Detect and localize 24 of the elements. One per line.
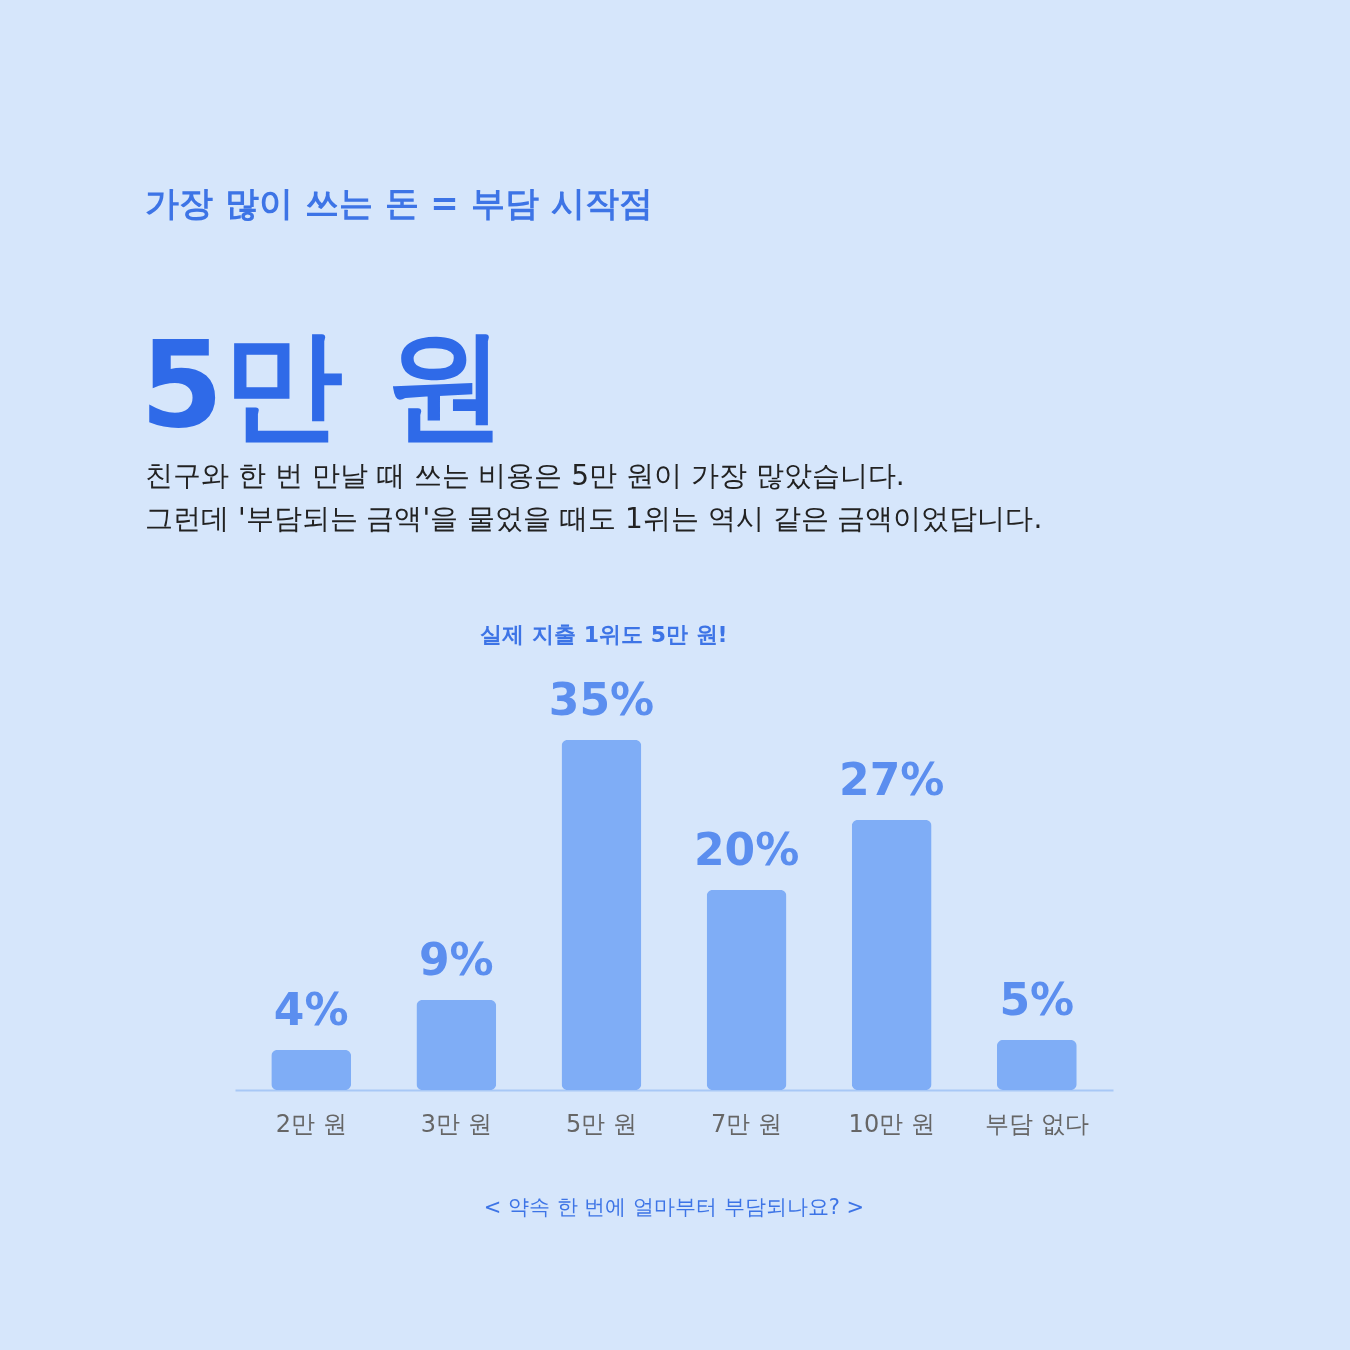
bar [706, 890, 787, 1090]
data-label: 5% [999, 974, 1075, 1025]
x-tick-label: 7만 원 [711, 1109, 783, 1138]
text: < 약속 한 번에 얼마부터 부담되나요? > [483, 1195, 865, 1219]
chart-title: 가장 많이 쓰는 돈 = 부담 시작점 [145, 183, 653, 223]
bar [416, 1000, 497, 1090]
text: 실제 지출 1위도 5만 원! [480, 622, 728, 647]
data-label: 20% [693, 824, 800, 875]
bar [561, 740, 642, 1090]
text: 친구와 한 번 만날 때 쓰는 비용은 5만 원이 가장 많았습니다. [145, 459, 905, 492]
bar [851, 820, 932, 1090]
x-tick-label: 3만 원 [420, 1109, 492, 1138]
x-tick-label: 10만 원 [848, 1109, 935, 1138]
chart-subtitle: 5만 원 [140, 315, 506, 454]
data-label: 27% [839, 754, 945, 805]
text: 그런데 '부담되는 금액'을 물었을 때도 1위는 역시 같은 금액이었답니다. [145, 502, 1043, 535]
data-label: 4% [273, 984, 349, 1035]
x-tick-label: 부담 없다 [984, 1109, 1089, 1138]
x-tick-label: 2만 원 [275, 1109, 347, 1138]
x-tick-label: 5만 원 [565, 1109, 637, 1138]
data-label: 35% [548, 674, 655, 725]
bar [271, 1050, 352, 1090]
data-label: 9% [418, 934, 494, 985]
bar [996, 1040, 1077, 1090]
